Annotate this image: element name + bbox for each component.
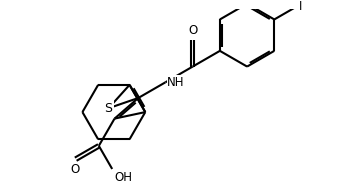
Text: I: I [298,0,302,13]
Text: NH: NH [167,76,185,89]
Text: O: O [70,163,80,176]
Text: S: S [104,102,113,115]
Text: OH: OH [115,171,133,184]
Text: O: O [188,24,197,37]
